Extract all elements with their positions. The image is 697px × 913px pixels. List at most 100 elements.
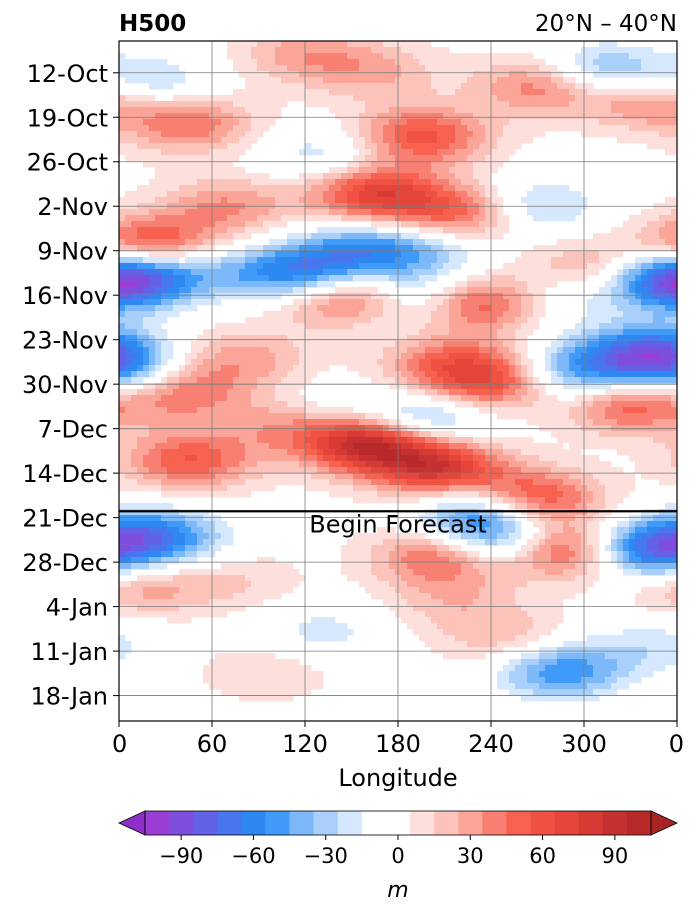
field-cell <box>155 425 162 432</box>
field-cell <box>497 209 504 216</box>
field-cell <box>317 407 324 414</box>
field-cell <box>275 437 282 444</box>
field-cell <box>233 335 240 342</box>
field-cell <box>461 53 468 60</box>
field-cell <box>515 335 522 342</box>
field-cell <box>269 185 276 192</box>
field-cell <box>569 269 576 276</box>
field-cell <box>413 101 420 108</box>
field-cell <box>269 65 276 72</box>
field-cell <box>401 155 408 162</box>
field-cell <box>491 149 498 156</box>
field-cell <box>647 407 654 414</box>
field-cell <box>575 413 582 420</box>
field-cell <box>311 443 318 450</box>
field-cell <box>593 239 600 246</box>
field-cell <box>407 215 414 222</box>
field-cell <box>311 89 318 96</box>
field-cell <box>425 335 432 342</box>
field-cell <box>431 131 438 138</box>
field-cell <box>161 239 168 246</box>
field-cell <box>347 437 354 444</box>
field-cell <box>665 317 672 324</box>
field-cell <box>563 191 570 198</box>
field-cell <box>191 395 198 402</box>
field-cell <box>149 209 156 216</box>
field-cell <box>545 275 552 282</box>
field-cell <box>275 443 282 450</box>
field-cell <box>419 305 426 312</box>
field-cell <box>557 341 564 348</box>
field-cell <box>575 383 582 390</box>
field-cell <box>305 251 312 258</box>
field-cell <box>401 125 408 132</box>
field-cell <box>569 95 576 102</box>
field-cell <box>203 365 210 372</box>
field-cell <box>485 407 492 414</box>
field-cell <box>401 65 408 72</box>
field-cell <box>629 437 636 444</box>
field-cell <box>425 245 432 252</box>
field-cell <box>533 215 540 222</box>
field-cell <box>359 299 366 306</box>
field-cell <box>227 383 234 390</box>
field-cell <box>377 353 384 360</box>
field-cell <box>263 251 270 258</box>
field-cell <box>635 305 642 312</box>
field-cell <box>497 311 504 318</box>
field-cell <box>533 323 540 330</box>
field-cell <box>641 371 648 378</box>
field-cell <box>557 263 564 270</box>
field-cell <box>605 407 612 414</box>
field-cell <box>335 101 342 108</box>
field-cell <box>227 251 234 258</box>
field-cell <box>185 95 192 102</box>
field-cell <box>335 185 342 192</box>
field-cell <box>353 347 360 354</box>
field-cell <box>455 161 462 168</box>
field-cell <box>491 125 498 132</box>
field-cell <box>347 257 354 264</box>
field-cell <box>671 89 677 96</box>
field-cell <box>455 329 462 336</box>
field-cell <box>485 335 492 342</box>
field-cell <box>143 419 150 426</box>
field-cell <box>599 263 606 270</box>
field-cell <box>629 365 636 372</box>
field-cell <box>293 269 300 276</box>
field-cell <box>305 77 312 84</box>
field-cell <box>227 173 234 180</box>
field-cell <box>617 323 624 330</box>
field-cell <box>521 113 528 120</box>
field-cell <box>659 425 666 432</box>
field-cell <box>503 365 510 372</box>
field-cell <box>329 107 336 114</box>
field-cell <box>161 395 168 402</box>
field-cell <box>599 233 606 240</box>
field-cell <box>551 185 558 192</box>
field-cell <box>191 263 198 270</box>
field-cell <box>389 173 396 180</box>
field-cell <box>467 191 474 198</box>
field-cell <box>401 119 408 126</box>
field-cell <box>497 59 504 66</box>
field-cell <box>275 431 282 438</box>
field-cell <box>305 179 312 186</box>
field-cell <box>383 251 390 258</box>
field-cell <box>431 209 438 216</box>
field-cell <box>671 311 677 318</box>
field-cell <box>359 47 366 54</box>
field-cell <box>131 233 138 240</box>
field-cell <box>281 185 288 192</box>
field-cell <box>635 269 642 276</box>
field-cell <box>437 53 444 60</box>
field-cell <box>419 167 426 174</box>
field-cell <box>221 197 228 204</box>
field-cell <box>593 293 600 300</box>
field-cell <box>521 401 528 408</box>
field-cell <box>635 353 642 360</box>
field-cell <box>389 155 396 162</box>
field-cell <box>353 119 360 126</box>
field-cell <box>605 299 612 306</box>
field-cell <box>341 83 348 90</box>
